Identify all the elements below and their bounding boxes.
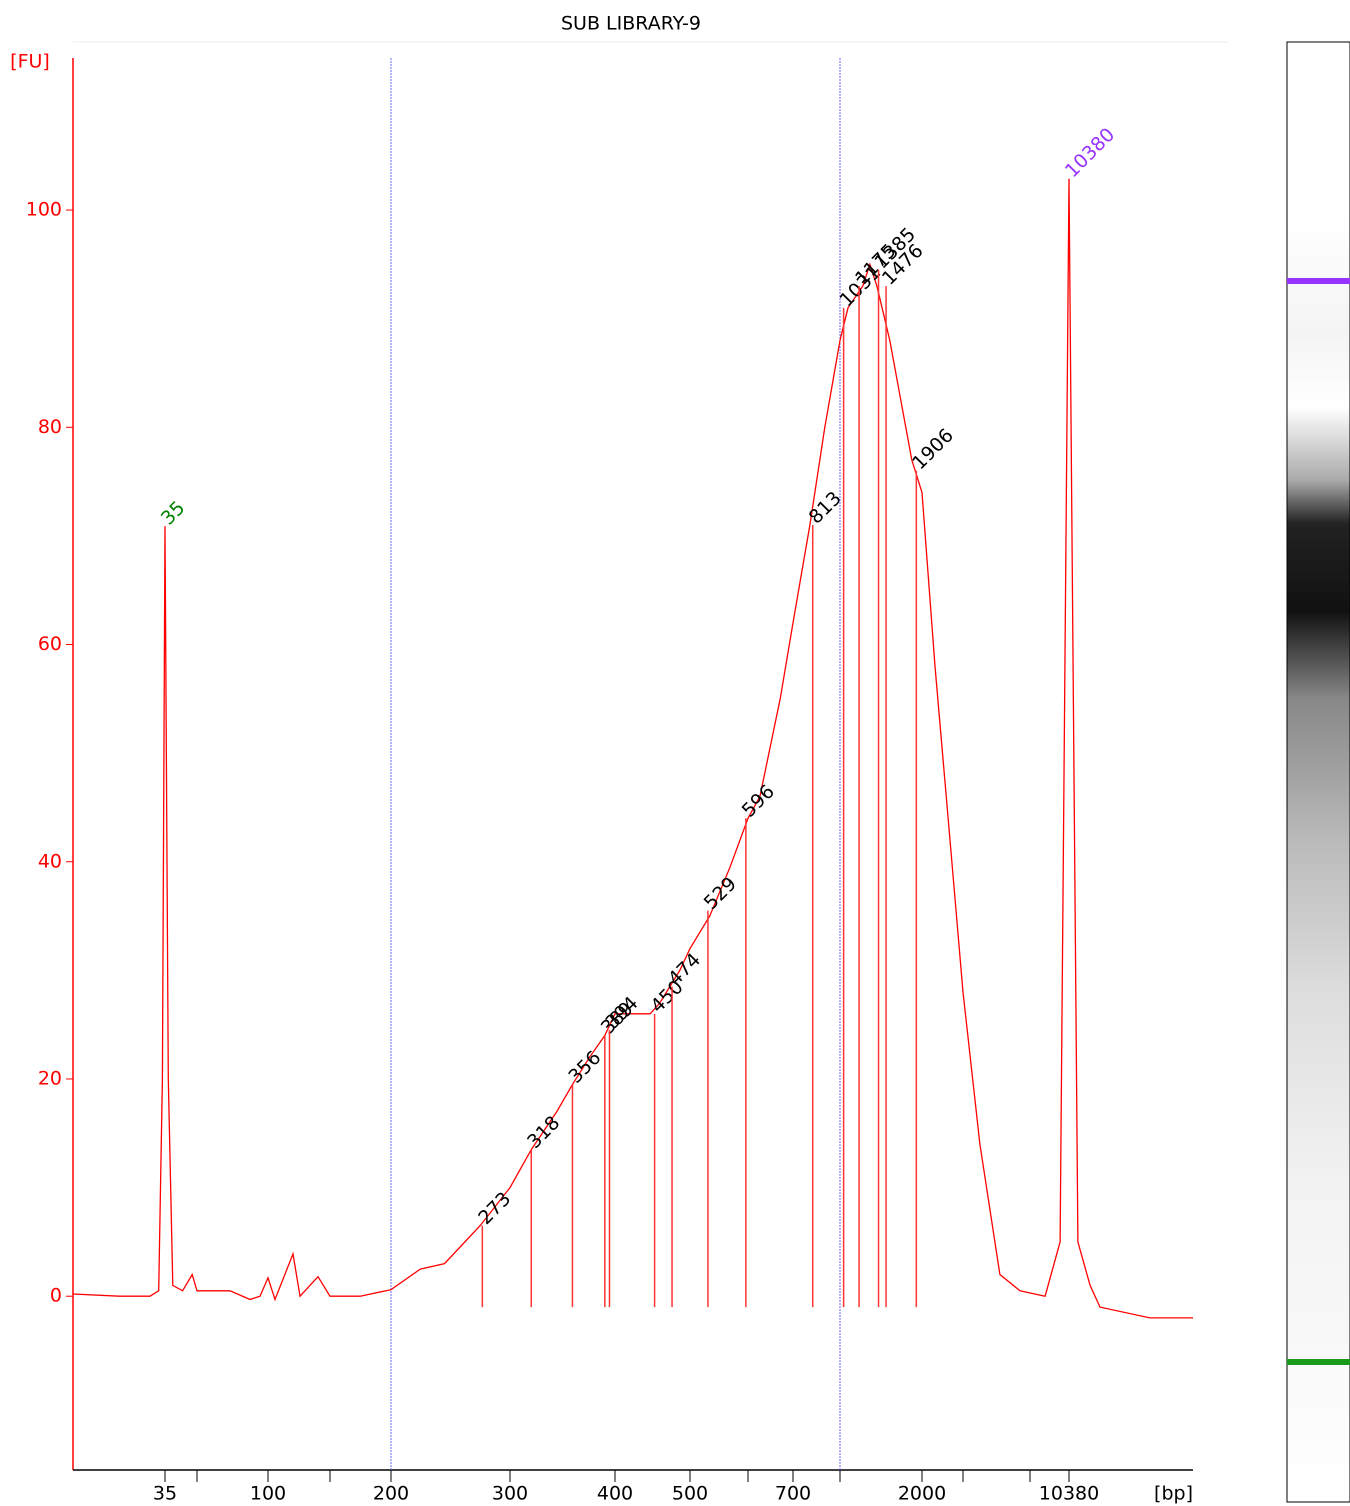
- y-tick-label: 0: [50, 1285, 62, 1307]
- marker-label: 35: [157, 497, 190, 530]
- peak-label: 318: [523, 1112, 564, 1153]
- peak-label: 529: [700, 873, 741, 914]
- gel-lower-marker-band: [1287, 1359, 1350, 1365]
- peak-label: 356: [564, 1047, 605, 1088]
- chart-title: SUB LIBRARY-9: [561, 13, 701, 35]
- x-tick-label: 300: [492, 1483, 528, 1505]
- x-tick-label: 700: [775, 1483, 811, 1505]
- x-tick-label: 200: [373, 1483, 409, 1505]
- y-tick-label: 60: [38, 633, 62, 655]
- y-tick-label: 40: [38, 850, 62, 872]
- x-axis-label: [bp]: [1154, 1483, 1193, 1505]
- peak-label: 1906: [908, 424, 958, 474]
- peak-label: 273: [474, 1188, 515, 1229]
- y-axis-label: [FU]: [10, 51, 50, 73]
- x-tick-label: 10380: [1039, 1483, 1099, 1505]
- y-tick-label: 20: [38, 1067, 62, 1089]
- marker-label: 10380: [1061, 124, 1119, 182]
- x-tick-label: 400: [597, 1483, 633, 1505]
- x-tick-label: 100: [250, 1483, 286, 1505]
- gel-lane: [1286, 41, 1350, 1503]
- gel-upper-marker-band: [1287, 278, 1350, 284]
- x-tick-label: 35: [153, 1483, 177, 1505]
- peak-label: 596: [738, 781, 779, 822]
- y-tick-label: 80: [38, 416, 62, 438]
- trace: [72, 178, 1193, 1319]
- x-tick-label: 2000: [898, 1483, 946, 1505]
- y-tick-label: 100: [26, 199, 62, 221]
- x-tick-label: 500: [672, 1483, 708, 1505]
